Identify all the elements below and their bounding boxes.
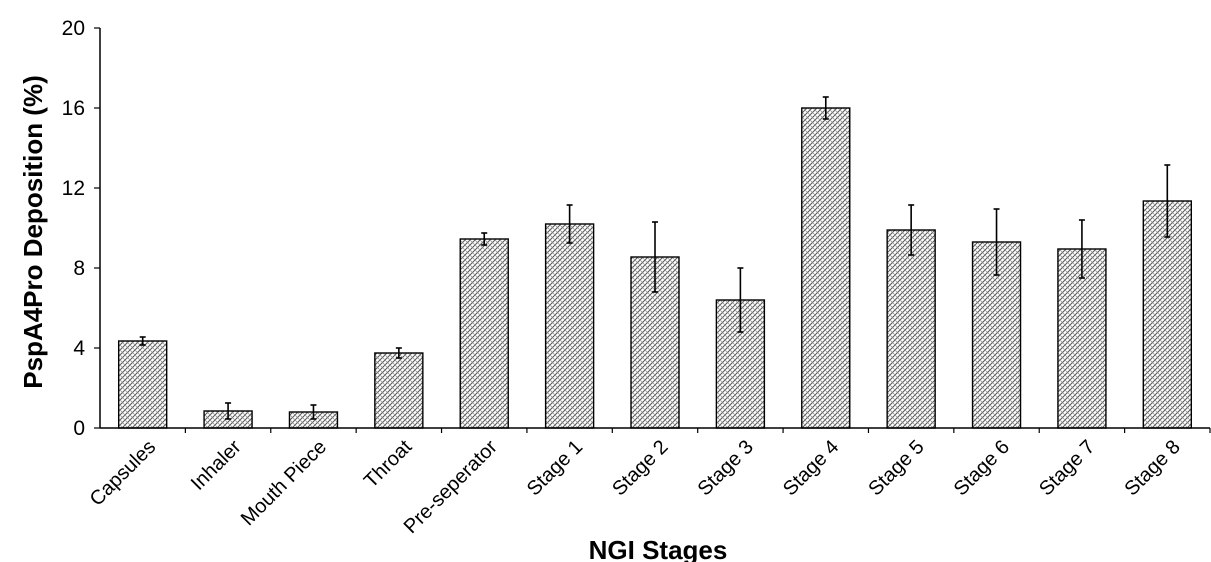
error-bar-stage-2 (652, 221, 658, 293)
x-tick-label: Stage 4 (779, 436, 843, 500)
x-tick-label: Stage 1 (523, 436, 587, 500)
bar-stage-1 (544, 223, 595, 429)
x-tick-label: Stage 5 (864, 436, 928, 500)
error-bar-stage-7 (1078, 219, 1085, 279)
error-bar-stage-6 (993, 208, 1000, 276)
y-tick-label: 8 (73, 257, 85, 280)
error-bar-mouth-piece (310, 404, 317, 420)
x-tick-label: Inhaler (187, 436, 246, 495)
error-bar-pre-seperator (481, 232, 488, 246)
error-bar-stage-1 (566, 204, 573, 244)
y-tick-label: 20 (62, 17, 85, 40)
x-tick-label: Stage 7 (1035, 436, 1099, 500)
y-tick-label: 4 (73, 337, 85, 360)
bar-stage-8 (1142, 200, 1193, 429)
y-tick-label: 12 (62, 177, 85, 200)
x-tick-label: Stage 2 (608, 436, 672, 500)
bar-stage-4 (801, 107, 851, 429)
bar-throat (374, 352, 424, 429)
bar-stage-5 (886, 229, 936, 429)
y-tick-label: 16 (62, 97, 85, 120)
error-bar-stage-3 (737, 267, 744, 333)
x-tick-label: Stage 3 (694, 436, 758, 500)
bar-capsules (117, 340, 168, 429)
error-bar-throat (395, 347, 402, 359)
error-bar-stage-4 (822, 96, 829, 120)
error-bar-capsules (139, 336, 146, 346)
x-tick-label: Stage 6 (950, 436, 1014, 500)
x-tick-label: Mouth Piece (237, 436, 331, 530)
x-axis-title: NGI Stages (589, 535, 728, 562)
bar-pre-seperator (459, 238, 509, 429)
y-tick-label: 0 (73, 417, 85, 440)
x-tick-label: Capsules (86, 436, 161, 511)
x-tick-label: Stage 8 (1121, 436, 1185, 500)
y-axis-title: PspA4Pro Deposition (%) (18, 75, 48, 388)
error-bar-stage-5 (908, 204, 915, 256)
error-bar-stage-8 (1164, 164, 1171, 238)
x-tick-label: Throat (360, 436, 417, 493)
error-bar-inhaler (225, 402, 232, 420)
